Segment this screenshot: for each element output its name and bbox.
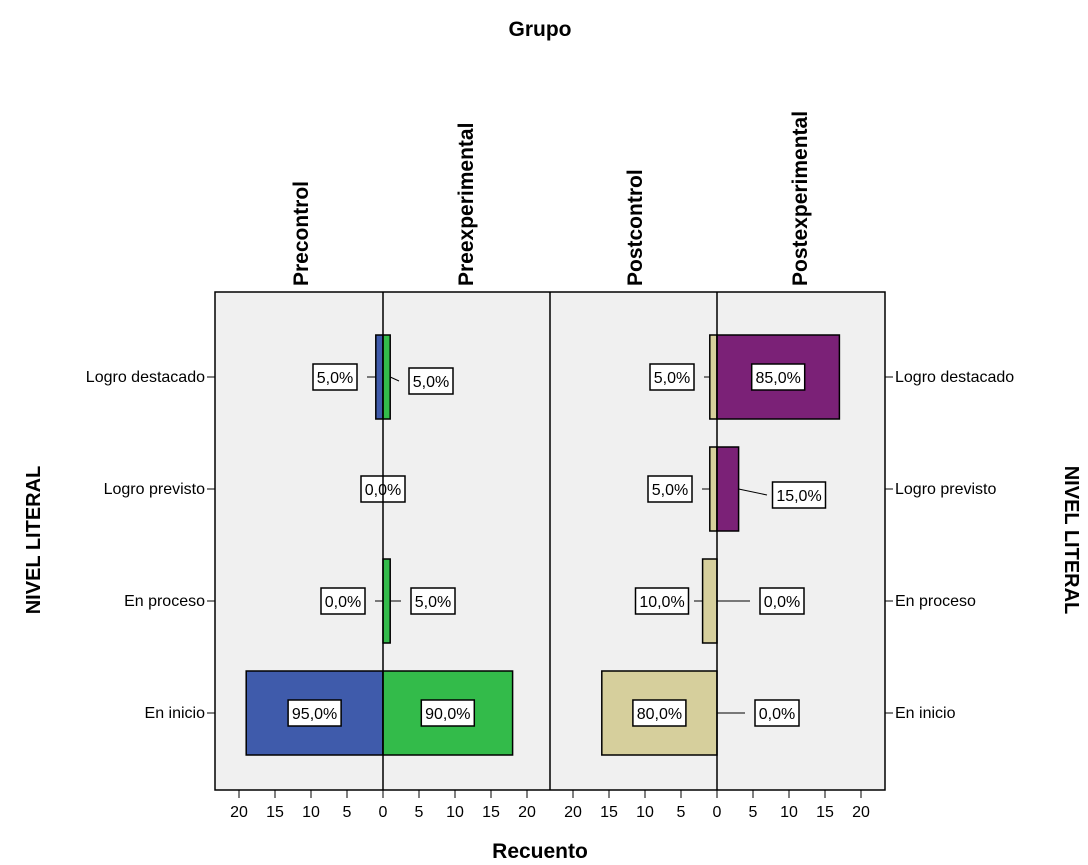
bar-preexperimental-en-proceso <box>382 558 391 644</box>
bar-postcontrol-logro-previsto <box>709 446 718 532</box>
x-tick-label: 10 <box>636 804 654 821</box>
data-label-preexperimental-en-inicio: 90,0% <box>425 706 470 723</box>
category-label-right-logro-previsto: Logro previsto <box>895 481 996 498</box>
x-tick-label: 10 <box>302 804 320 821</box>
data-label-postexperimental-en-inicio: 0,0% <box>759 706 795 723</box>
x-axis-label: Recuento <box>492 840 588 863</box>
x-tick-label: 20 <box>564 804 582 821</box>
data-label-postcontrol-en-proceso: 10,0% <box>639 594 684 611</box>
bar-postcontrol-logro-destacado <box>709 334 718 420</box>
x-tick-label: 5 <box>415 804 424 821</box>
data-label-postcontrol-logro-destacado: 5,0% <box>654 370 690 387</box>
x-tick-label: 20 <box>230 804 248 821</box>
data-label-postcontrol-logro-previsto: 5,0% <box>652 482 688 499</box>
data-label-box <box>647 475 693 503</box>
x-tick-label: 15 <box>600 804 618 821</box>
data-label-postexperimental-logro-destacado: 85,0% <box>756 370 801 387</box>
x-tick-label: 20 <box>852 804 870 821</box>
category-label-left-logro-previsto: Logro previsto <box>104 481 205 498</box>
data-label-box <box>312 363 358 391</box>
data-label-box <box>632 699 687 727</box>
group-label-preexperimental: Preexperimental <box>455 123 478 286</box>
group-label-precontrol: Precontrol <box>290 181 313 286</box>
data-label-preexperimental-logro-destacado: 5,0% <box>413 374 449 391</box>
x-tick-label: 10 <box>780 804 798 821</box>
data-label-box <box>771 481 827 509</box>
bar-precontrol-logro-destacado <box>375 334 384 420</box>
data-label-precontrol-en-inicio: 95,0% <box>292 706 337 723</box>
data-label-box <box>287 699 342 727</box>
data-label-box <box>408 367 454 395</box>
data-label-box <box>320 587 366 615</box>
group-label-postcontrol: Postcontrol <box>624 169 647 286</box>
bar-postexperimental-logro-previsto <box>716 446 740 532</box>
x-tick-label: 5 <box>749 804 758 821</box>
x-tick-label: 0 <box>379 804 388 821</box>
data-label-box <box>759 587 805 615</box>
chart-title: Grupo <box>509 18 572 41</box>
x-tick-label: 20 <box>518 804 536 821</box>
x-tick-label: 5 <box>343 804 352 821</box>
y-axis-label-left: NIVEL LITERAL <box>23 466 45 615</box>
category-label-left-en-inicio: En inicio <box>145 705 206 722</box>
data-label-precontrol-en-proceso: 0,0% <box>325 594 361 611</box>
x-tick-label: 5 <box>677 804 686 821</box>
x-tick-label: 15 <box>482 804 500 821</box>
data-label-box <box>410 587 456 615</box>
data-label-box <box>634 587 690 615</box>
data-label-leader <box>738 488 768 496</box>
data-label-box <box>750 363 806 391</box>
data-label-box <box>649 363 695 391</box>
category-label-right-logro-destacado: Logro destacado <box>895 369 1014 386</box>
data-label-box <box>420 699 476 727</box>
data-label-box <box>754 699 800 727</box>
category-label-right-en-proceso: En proceso <box>895 593 976 610</box>
data-label-postexperimental-logro-previsto: 15,0% <box>776 488 821 505</box>
group-label-postexperimental: Postexperimental <box>789 111 812 286</box>
category-label-right-en-inicio: En inicio <box>895 705 956 722</box>
data-label-postcontrol-en-inicio: 80,0% <box>637 706 682 723</box>
x-tick-label: 0 <box>713 804 722 821</box>
data-label-postexperimental-en-proceso: 0,0% <box>764 594 800 611</box>
bar-preexperimental-logro-destacado <box>382 334 391 420</box>
data-label-leader <box>389 376 400 382</box>
category-label-left-logro-destacado: Logro destacado <box>86 369 205 386</box>
data-label-preexperimental-en-proceso: 5,0% <box>415 594 451 611</box>
category-label-left-en-proceso: En proceso <box>124 593 205 610</box>
x-tick-label: 15 <box>816 804 834 821</box>
x-tick-label: 10 <box>446 804 464 821</box>
plot-area: Logro destacado Logro destacado Logro prev… <box>86 111 1015 821</box>
y-axis-label-right: NIVEL LITERAL <box>1060 466 1082 615</box>
bar-postcontrol-en-proceso <box>701 558 718 644</box>
data-label-precontrol-logro-destacado: 5,0% <box>317 370 353 387</box>
x-tick-label: 15 <box>266 804 284 821</box>
